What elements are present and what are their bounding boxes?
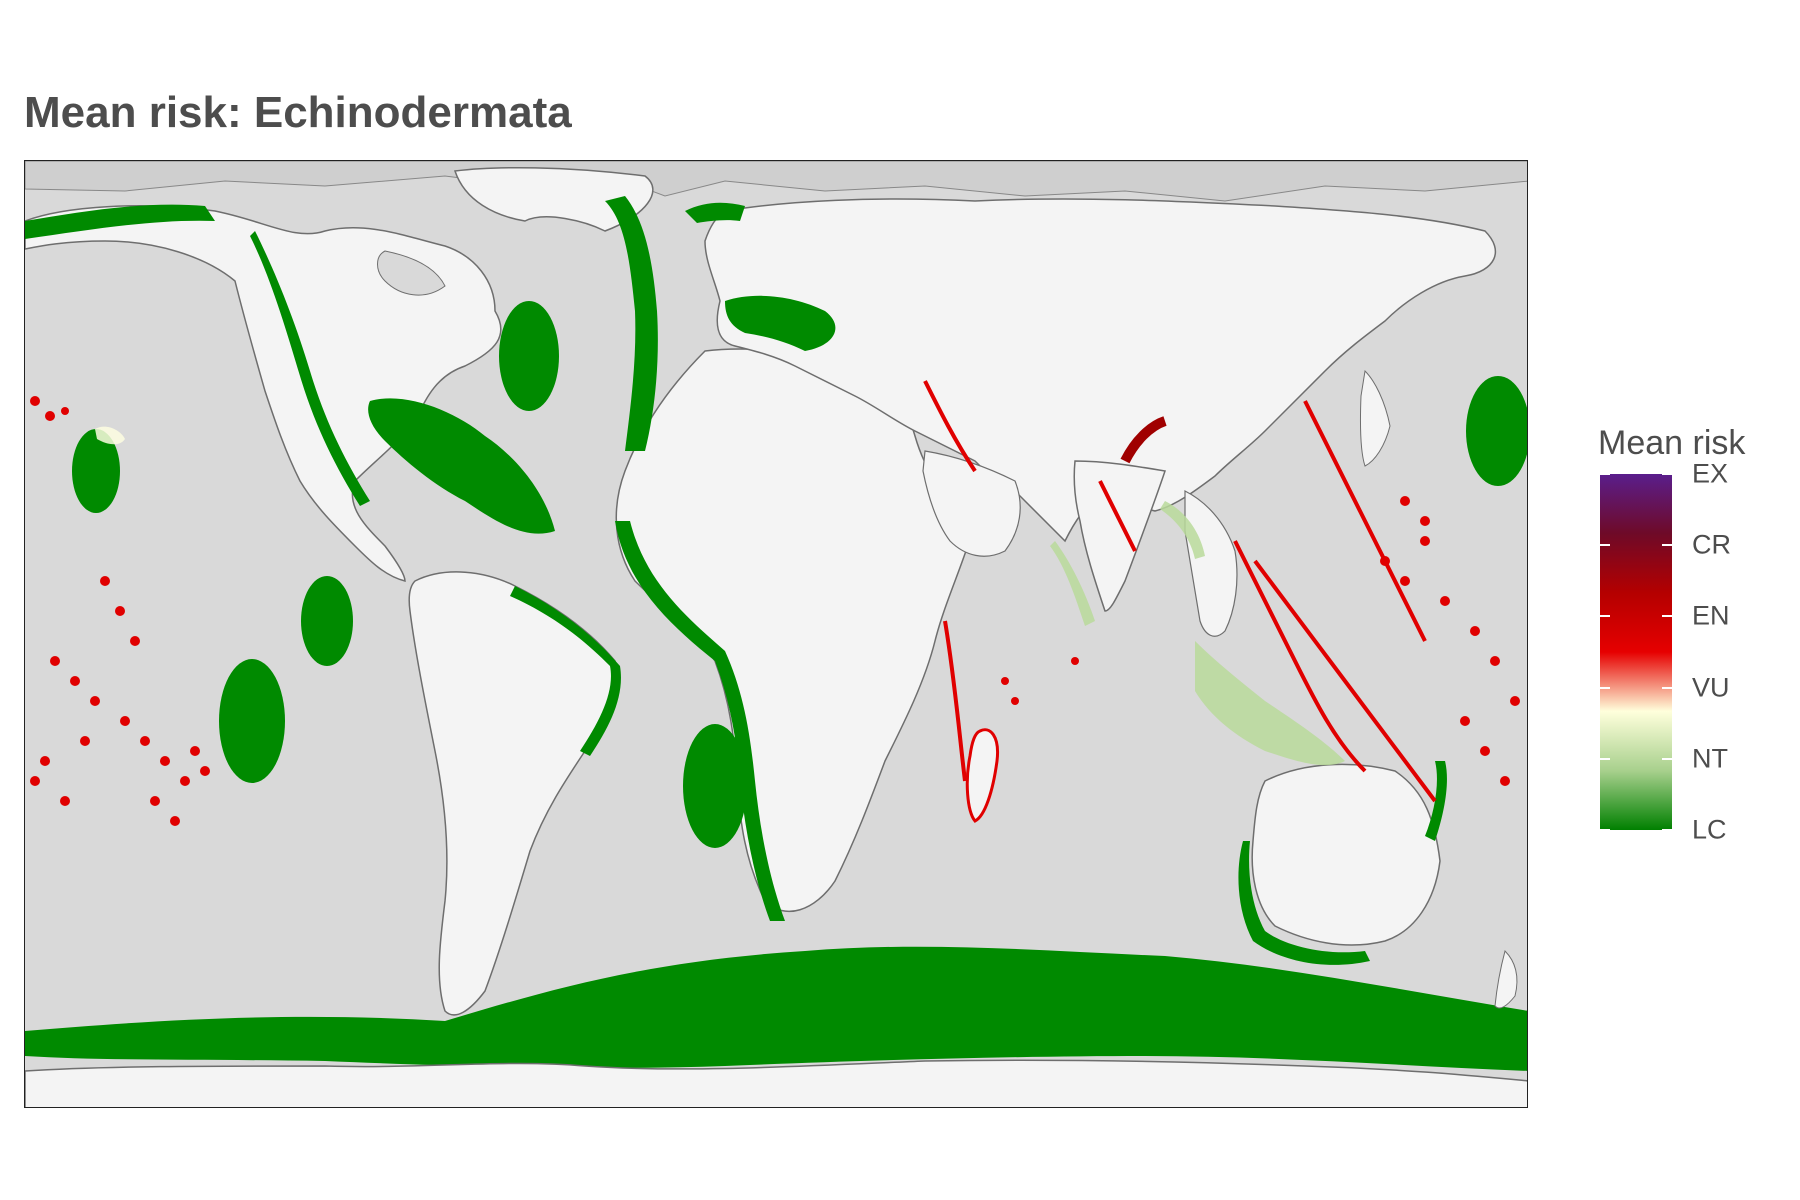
legend-title: Mean risk: [1598, 424, 1746, 462]
eurasia: [704, 198, 1496, 543]
intermediate-risk-regions: [95, 426, 1345, 766]
legend-tick: [1662, 686, 1672, 689]
legend-tick: [1600, 829, 1610, 831]
legend-label-ex: EX: [1692, 458, 1729, 489]
legend-tick: [1600, 473, 1610, 475]
legend-label-vu: VU: [1692, 672, 1730, 703]
legend-label-en: EN: [1692, 600, 1730, 631]
low-concern-regions: [25, 196, 1527, 965]
africa: [615, 348, 976, 912]
hudson-bay: [377, 250, 446, 296]
legend-color-bar: [1600, 474, 1672, 830]
new-zealand: [1494, 950, 1518, 1009]
south-america: [408, 571, 619, 1016]
indochina: [1184, 490, 1238, 637]
legend-label-nt: NT: [1692, 743, 1728, 774]
world-map: [24, 160, 1528, 1108]
legend-tick: [1600, 757, 1610, 760]
india: [1073, 460, 1166, 612]
arabian-peninsula: [922, 450, 1021, 557]
legend-label-lc: LC: [1692, 814, 1727, 845]
legend: Mean risk EX CR EN VU NT LC: [1598, 424, 1788, 845]
legend-tick: [1662, 473, 1672, 475]
legend-tick: [1600, 544, 1610, 547]
legend-tick: [1662, 829, 1672, 831]
legend-tick: [1662, 615, 1672, 618]
legend-tick: [1662, 757, 1672, 760]
map-title: Mean risk: Echinodermata: [24, 88, 572, 137]
greenland: [453, 166, 654, 232]
legend-tick: [1600, 686, 1610, 689]
australia: [1251, 763, 1441, 946]
high-risk-islands: [30, 396, 1520, 826]
madagascar: [965, 728, 1000, 823]
southern-ocean-band: [25, 946, 1527, 1071]
japan: [1359, 369, 1391, 467]
legend-label-cr: CR: [1692, 529, 1731, 560]
arctic-landmass: [25, 161, 1527, 202]
legend-tick: [1600, 615, 1610, 618]
high-risk-regions: [923, 380, 1437, 803]
legend-tick: [1662, 544, 1672, 547]
antarctica: [25, 1059, 1527, 1107]
